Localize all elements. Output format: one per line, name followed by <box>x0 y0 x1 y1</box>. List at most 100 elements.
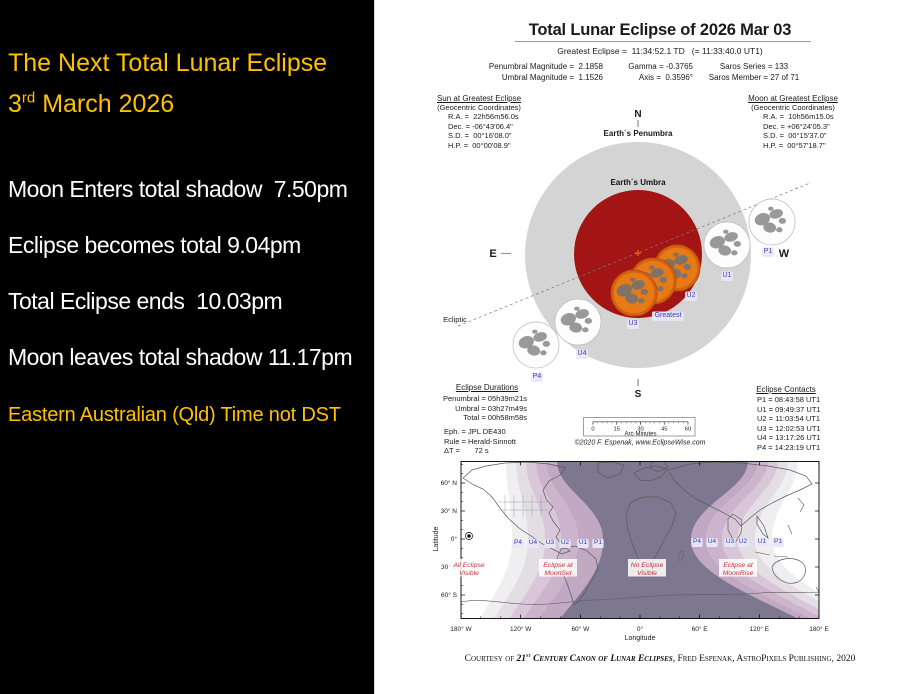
sun-block-subheading: (Geocentric Coordinates) <box>437 103 521 112</box>
region-label-box <box>448 559 490 577</box>
stat-line: Axis = 0.3596° <box>638 73 693 82</box>
coastline <box>773 555 789 558</box>
contact-point-label: P4 <box>693 538 701 545</box>
visibility-band <box>722 461 819 616</box>
label-box <box>512 539 524 548</box>
coastline <box>797 497 805 513</box>
sun-block-heading: Sun at Greatest Eclipse <box>436 94 522 103</box>
moon-u3 <box>610 269 658 317</box>
durations-lines: Penumbral = 05h39m21s Umbral = 03h27m49s T… <box>427 394 527 423</box>
contact-point-label: U2 <box>687 292 696 299</box>
moon-block-lines: R.A. = 10h56m15.0s Dec. = +06°24'05.3" S.D… <box>763 112 834 150</box>
label-box <box>531 372 543 382</box>
label-box <box>721 271 733 281</box>
arcminute-scale: 0 15 30 45 60 Arc-Minutes ©2020 F. Espenak, ww… <box>574 417 706 447</box>
coastline <box>667 461 813 527</box>
longitude-tick-label: 120° E <box>750 625 770 633</box>
latitude-tick-label: 60° S <box>441 591 458 599</box>
moon-coordinate-line: Dec. = +06°24'05.3" <box>763 121 830 131</box>
stat-line: Umbral Magnitude = 1.1526 <box>501 73 603 82</box>
sun-coordinate-line: R.A. = 22h56m56.0s <box>448 112 519 121</box>
label-box <box>691 538 703 547</box>
schedule-line: Moon leaves total shadow 11.17pm <box>8 344 353 370</box>
copyright-line: ©2020 F. Espenak, www.EclipseWise.com <box>574 439 705 447</box>
coastline <box>678 550 684 562</box>
contact-point-label: U3 <box>726 538 735 545</box>
scale-tick-label: 45 <box>661 427 667 433</box>
contacts-heading: Eclipse Contacts <box>756 385 816 394</box>
coastline <box>756 514 769 540</box>
sun-coordinate-line: H.P. = 00°00'08.9" <box>448 140 511 150</box>
contact-time-line: P4 = 14:23:19 UT1 <box>757 442 821 452</box>
label-box <box>772 538 784 547</box>
slide-title: The Next Total Lunar Eclipse 3rd March 20… <box>8 46 374 122</box>
moon-coordinate-line: R.A. = 10h56m15.0s <box>763 112 834 121</box>
map-ylabel: Latitude <box>433 526 440 551</box>
duration-line: Penumbral = 05h39m21s <box>442 394 527 403</box>
courtesy-line: Courtesy of 21st Century Canon of Lunar … <box>464 653 856 665</box>
region-label-box <box>719 559 757 577</box>
label-box <box>737 538 749 547</box>
contact-time-line: U1 = 09:49:37 UT1 <box>757 404 821 414</box>
moon-coordinate-line: H.P. = 00°57'18.7" <box>763 140 826 150</box>
visibility-map: 180° W 120° W 60° W 0° 60° E 120° E 180° E 60° … <box>433 461 829 642</box>
scale-unit-label: Arc-Minutes <box>624 431 656 437</box>
map-xlabel: Longitude <box>625 635 656 642</box>
penumbra-label: Earth´s Penumbra <box>604 129 673 138</box>
longitude-tick-label: 60° E <box>692 625 709 633</box>
coastline <box>787 524 793 535</box>
coastline <box>815 586 819 593</box>
label-box <box>627 319 639 329</box>
stat-line: Saros Series = 133 <box>719 62 789 71</box>
label-box <box>762 247 774 257</box>
region-label: MoonRise <box>723 570 754 577</box>
contact-point-label: U1 <box>758 538 767 545</box>
ephemeris-line: ΔT = 72 s <box>444 446 489 456</box>
visibility-band <box>538 461 603 619</box>
region-label: No Eclipse <box>631 562 664 569</box>
latitude-tick-label: 60° N <box>441 479 458 487</box>
longitude-tick-label: 60° W <box>571 625 590 633</box>
contact-point-label: P1 <box>764 248 773 255</box>
ecliptic-line <box>457 182 811 327</box>
longitude-tick-label: 0° <box>637 625 644 633</box>
contact-point-label: U1 <box>579 539 588 546</box>
coastline <box>461 591 819 605</box>
figure-title: Total Lunar Eclipse of 2026 Mar 03 <box>528 21 792 39</box>
ephemeris-lines: Eph. = JPL DE430 Rule = Herald-Sinnott ΔT … <box>444 427 516 456</box>
contact-time-line: U4 = 13:17:26 UT1 <box>757 433 821 443</box>
label-box <box>706 538 718 547</box>
stat-line: Gamma = -0.3765 <box>628 62 693 71</box>
south-label: S <box>635 389 642 400</box>
scale-tick-label: 0 <box>591 427 594 433</box>
region-label-box <box>628 559 666 577</box>
left-panel: The Next Total Lunar Eclipse 3rd March 20… <box>0 0 374 694</box>
region-label: Visible <box>459 570 479 577</box>
moon-block-subheading: (Geocentric Coordinates) <box>751 103 835 112</box>
stats-gamma-axis: Gamma = -0.3765 Axis = 0.3596° <box>607 61 693 83</box>
timezone-footnote: Eastern Australian (Qld) Time not DST <box>8 404 341 426</box>
region-label: Eclipse at <box>543 562 574 569</box>
contact-point-label: U4 <box>708 538 717 545</box>
label-box <box>652 311 684 321</box>
coastline <box>625 496 677 572</box>
visibility-band <box>738 461 819 609</box>
stats-magnitudes: Penumbral Magnitude = 2.1858 Umbral Magni… <box>430 61 603 83</box>
moon-block-heading: Moon at Greatest Eclipse <box>748 94 838 103</box>
contact-time-line: U3 = 12:02:53 UT1 <box>757 423 821 433</box>
visibility-band <box>706 461 819 619</box>
shadow-axis-cross <box>635 250 641 256</box>
sun-coordinate-line: S.D. = 00°16'08.0" <box>448 131 512 141</box>
contact-point-label: P1 <box>594 539 602 546</box>
ephemeris-line: Eph. = JPL DE430 <box>444 427 506 436</box>
east-label: E <box>489 248 496 260</box>
west-label: W <box>779 248 790 260</box>
visibility-band <box>509 461 561 619</box>
region-label: All Eclipse <box>452 562 485 569</box>
region-label: Eclipse at <box>723 562 754 569</box>
contact-point-label: P4 <box>533 373 542 380</box>
scale-tick-label: 30 <box>637 427 643 433</box>
label-box <box>756 538 768 547</box>
scale-tick-label: 60 <box>685 427 691 433</box>
